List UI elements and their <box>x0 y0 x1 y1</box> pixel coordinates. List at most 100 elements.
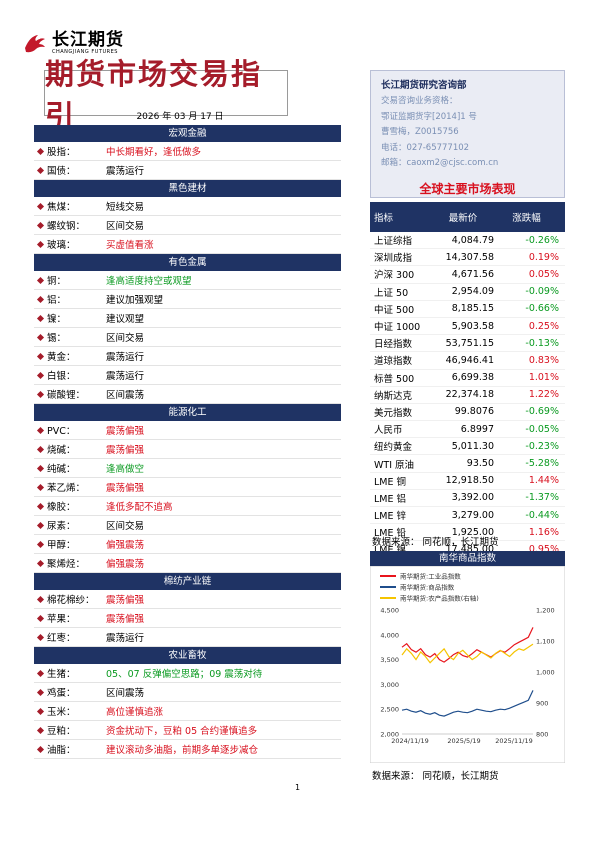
commodity-name-text: 棉花棉纱： <box>47 595 95 606</box>
chart-frame <box>369 565 566 764</box>
commodity-name: 甲醇： <box>34 537 106 551</box>
commodity-view: 区间震荡 <box>106 390 145 401</box>
market-row: 纽约黄金 5,011.30 -0.23% <box>370 438 565 456</box>
outlook-row: 苯乙烯： 震荡偏强 <box>34 478 341 497</box>
commodity-name-text: 烧碱： <box>47 445 76 456</box>
research-dept: 长江期货研究咨询部 <box>381 80 467 91</box>
x-tick-label: 2025/5/19 <box>447 737 480 745</box>
market-row: 纳斯达克 22,374.18 1.22% <box>370 387 565 404</box>
market-price: 4,671.56 <box>451 268 494 280</box>
commodity-view: 逢低多配不追高 <box>106 502 173 513</box>
page-number: 1 <box>294 783 301 792</box>
market-name: LME 锌 <box>374 511 407 523</box>
series-line-0 <box>401 627 534 663</box>
market-price: 99.8076 <box>454 406 494 418</box>
market-change: 0.19% <box>528 251 559 263</box>
outlook-row: 碳酸锂： 区间震荡 <box>34 385 341 404</box>
x-tick-label: 2025/11/19 <box>495 737 532 745</box>
section-header: 宏观金融 <box>34 125 341 142</box>
market-change: -0.23% <box>525 440 559 452</box>
commodity-view: 买虚值看涨 <box>106 240 154 251</box>
outlook-row: 橡胶： 逢低多配不追高 <box>34 497 341 516</box>
commodity-name: 烧碱： <box>34 442 106 456</box>
diamond-bullet-icon <box>36 633 45 642</box>
commodity-name-text: 铝： <box>47 295 67 306</box>
market-row: 中证 1000 5,903.58 0.25% <box>370 318 565 336</box>
diamond-bullet-icon <box>36 464 45 473</box>
commodity-view: 逢高适度持空或观望 <box>106 276 192 287</box>
market-name: LME 铝 <box>374 493 407 505</box>
market-change: 0.95% <box>528 543 559 555</box>
section-header: 有色金属 <box>34 254 341 271</box>
header-price: 最新价 <box>448 213 478 224</box>
legend-label: 南华期货:商品指数 <box>400 583 455 592</box>
report-title: 期货市场交易指引 <box>45 57 263 133</box>
outlook-row: 股指： 中长期看好，逢低做多 <box>34 142 341 161</box>
market-name: WTI 原油 <box>374 459 415 471</box>
market-row: 美元指数 99.8076 -0.69% <box>370 404 565 422</box>
commodity-view: 中长期看好，逢低做多 <box>106 147 202 158</box>
market-row: 日经指数 53,751.15 -0.13% <box>370 335 565 353</box>
market-name: 中证 1000 <box>374 322 421 334</box>
diamond-bullet-icon <box>36 669 45 678</box>
market-title: 全球主要市场表现 <box>419 182 516 196</box>
outlook-row: 锡： 区间交易 <box>34 328 341 347</box>
commodity-view: 震荡偏强 <box>106 483 145 494</box>
outlook-row: 烧碱： 震荡偏强 <box>34 440 341 459</box>
commodity-name: 橡胶： <box>34 499 106 513</box>
legend-label: 南华期货:工业品指数 <box>400 572 461 581</box>
outlook-row: 螺纹钢： 区间交易 <box>34 216 341 235</box>
commodity-name-text: 玉米： <box>47 707 76 718</box>
market-row: LME 锌 3,279.00 -0.44% <box>370 507 565 525</box>
commodity-name: 油脂： <box>34 742 106 756</box>
commodity-name-text: 黄金： <box>47 352 76 363</box>
outlook-row: 甲醇： 偏强震荡 <box>34 535 341 554</box>
diamond-bullet-icon <box>36 240 45 249</box>
market-name: 人民币 <box>374 425 403 437</box>
commodity-view: 资金扰动下，豆粕 05 合约谨慎追多 <box>106 726 258 737</box>
commodity-name: 国债： <box>34 163 106 177</box>
market-change: -0.44% <box>525 509 559 521</box>
commodity-name: 镍： <box>34 311 106 325</box>
outlook-row: 铝： 建议加强观望 <box>34 290 341 309</box>
commodity-name: 锡： <box>34 330 106 344</box>
market-change: 1.44% <box>528 475 559 487</box>
commodity-view: 偏强震荡 <box>106 559 145 570</box>
market-name: 美元指数 <box>374 407 413 419</box>
commodity-name-text: 苯乙烯： <box>47 483 86 494</box>
outlook-row: 尿素： 区间交易 <box>34 516 341 535</box>
diamond-bullet-icon <box>36 540 45 549</box>
diamond-bullet-icon <box>36 745 45 754</box>
y-right-tick-label: 1,200 <box>536 607 555 615</box>
market-change: 1.01% <box>528 372 559 384</box>
market-price: 6.8997 <box>460 423 494 435</box>
series-line-1 <box>401 690 534 717</box>
commodity-name: 纯碱： <box>34 461 106 475</box>
section-header: 黑色建材 <box>34 180 341 197</box>
commodity-view: 区间震荡 <box>106 688 145 699</box>
market-price: 6,699.38 <box>451 372 494 384</box>
outlook-row: 生猪： 05、07 反弹偏空思路；09 震荡对待 <box>34 664 341 683</box>
outlook-row: 焦煤： 短线交易 <box>34 197 341 216</box>
commodity-name-text: 甲醇： <box>47 540 76 551</box>
commodity-name: 玻璃： <box>34 237 106 251</box>
commodity-name-text: 镍： <box>47 314 67 325</box>
diamond-bullet-icon <box>36 276 45 285</box>
market-row: 深圳成指 14,307.58 0.19% <box>370 249 565 267</box>
commodity-name-text: 尿素： <box>47 521 76 532</box>
market-price: 5,011.30 <box>451 440 494 452</box>
commodity-name-text: 橡胶： <box>47 502 76 513</box>
commodity-view: 震荡运行 <box>106 633 145 644</box>
market-price: 53,751.15 <box>445 337 494 349</box>
market-price: 14,307.58 <box>445 251 494 263</box>
commodity-view: 高位谨慎追涨 <box>106 707 164 718</box>
market-row: LME 铝 3,392.00 -1.37% <box>370 490 565 507</box>
market-source: 数据来源： 同花顺，长江期货 <box>372 537 499 548</box>
commodity-name-text: 白银： <box>47 371 76 382</box>
market-name: 纳斯达克 <box>374 390 413 402</box>
y-right-tick-label: 1,100 <box>536 638 555 646</box>
commodity-name: 铝： <box>34 292 106 306</box>
market-row: LME 铜 12,918.50 1.44% <box>370 473 565 490</box>
logo-name: 长江期货 <box>52 30 124 50</box>
report-title-box: 期货市场交易指引 <box>44 57 288 133</box>
